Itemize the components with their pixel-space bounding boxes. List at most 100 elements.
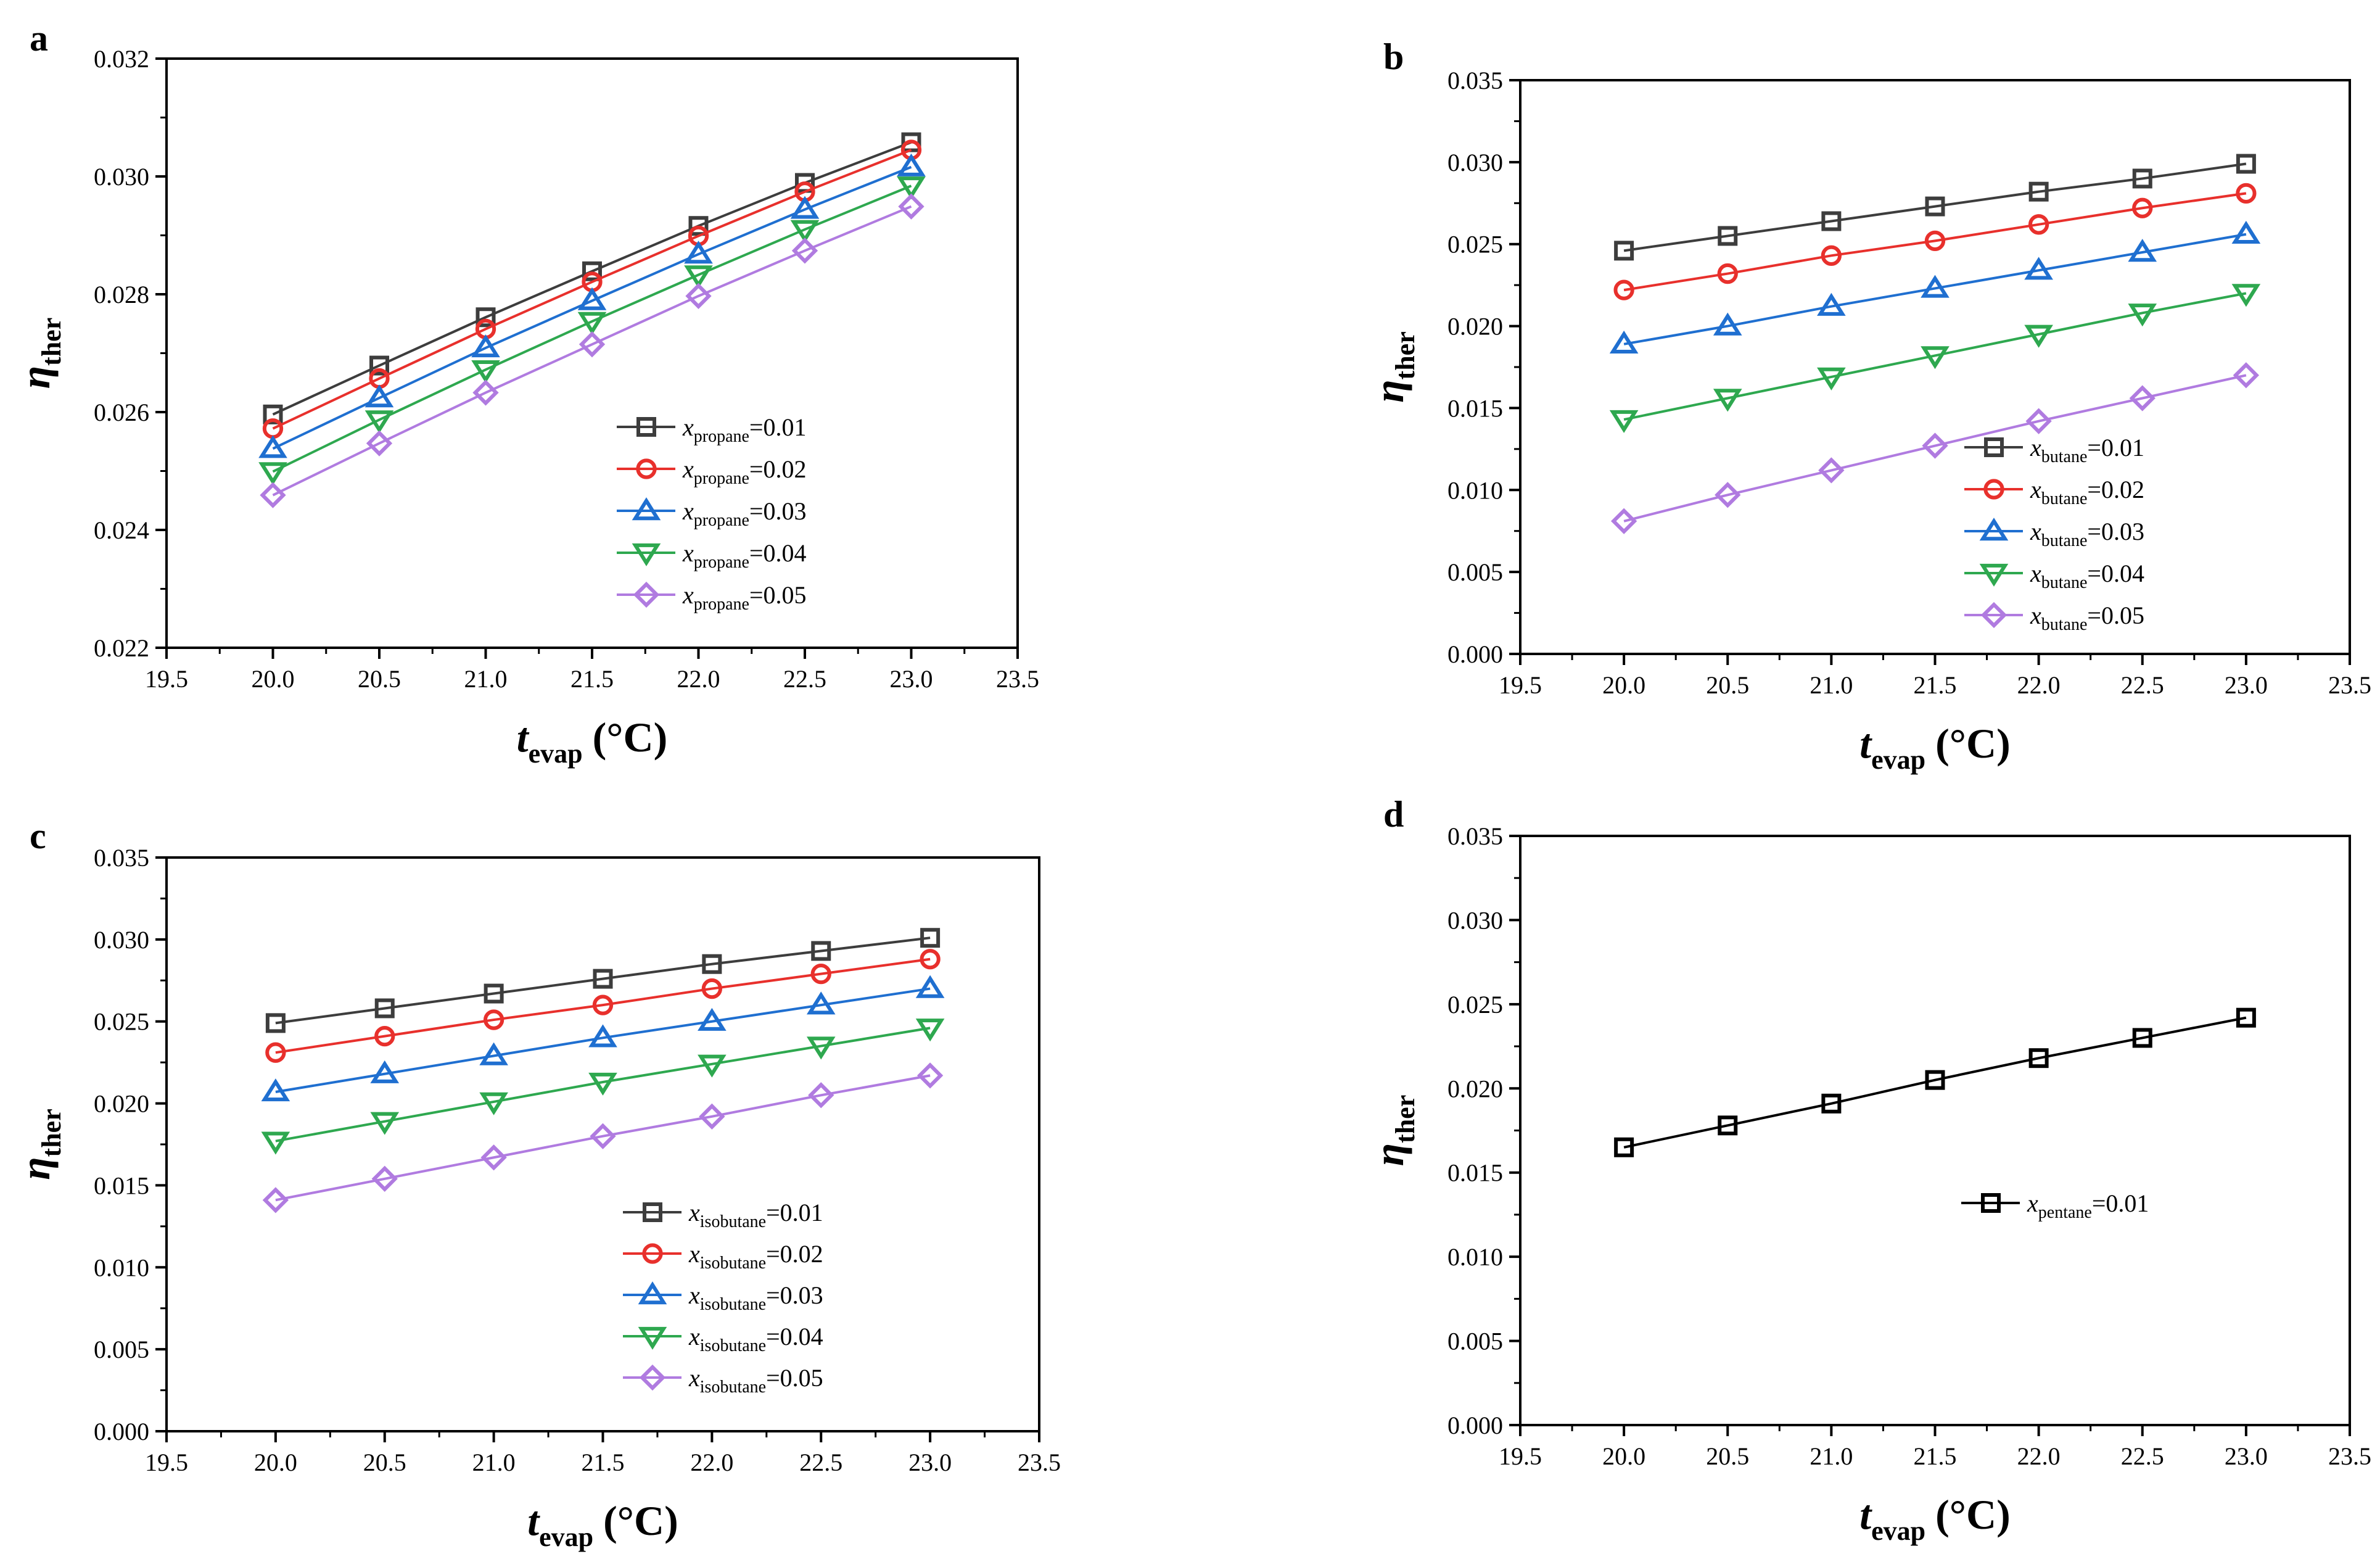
data-point xyxy=(1614,241,1634,261)
y-tick-label: 0.030 xyxy=(1447,149,1503,176)
legend-sub: butane xyxy=(2041,531,2088,550)
chart-panel-a: a 19.5 20.0 20.5 21.0 21.5 22.0 22.5 23.0 23.5 0.0… xyxy=(12,18,1039,769)
legend-entry: xbutane=0.01 xyxy=(1964,434,2144,466)
y-tick-label: 0.035 xyxy=(94,844,149,872)
data-point xyxy=(791,238,818,264)
legend-marker xyxy=(636,417,656,437)
y-tick-label: 0.010 xyxy=(94,1254,149,1281)
data-point xyxy=(471,360,500,384)
data-point xyxy=(2132,1028,2152,1048)
legend-marker xyxy=(632,497,661,521)
data-point xyxy=(479,1092,508,1115)
x-tick-label: 19.5 xyxy=(1499,1442,1542,1470)
data-point xyxy=(1922,432,1948,459)
y-tick-label: 0.000 xyxy=(1447,640,1503,668)
legend-sub: butane xyxy=(2041,615,2088,634)
y-tick-label: 0.032 xyxy=(94,45,149,73)
x-tick-label: 23.5 xyxy=(1018,1449,1061,1476)
legend-entry: xpropane=0.05 xyxy=(617,581,807,614)
data-point xyxy=(701,978,723,999)
x-tick-label: 20.0 xyxy=(252,665,295,693)
data-point xyxy=(2236,154,2256,174)
data-point xyxy=(2128,239,2157,262)
data-point xyxy=(479,1042,508,1065)
data-point xyxy=(2236,1007,2256,1028)
chart-panel-b: b 19.5 20.0 20.5 21.0 21.5 22.0 22.5 23.0 23.5 0.0… xyxy=(1365,36,2371,775)
legend-entry: xbutane=0.04 xyxy=(1964,560,2144,592)
x-axis-unit: (°C) xyxy=(1935,1491,2011,1538)
series-2 xyxy=(261,975,945,1102)
chart-panel-d: d 19.5 20.0 20.5 21.0 21.5 22.0 22.5 23.0 23.5 0.0… xyxy=(1365,794,2371,1546)
data-point xyxy=(592,994,614,1015)
y-axis-symbol: η xyxy=(12,366,59,389)
y-axis-title: ηther xyxy=(12,1109,67,1180)
series-line xyxy=(275,987,931,1093)
x-tick-label: 22.0 xyxy=(2017,671,2061,699)
x-tick-label: 22.5 xyxy=(2121,1442,2164,1470)
data-point xyxy=(370,1112,400,1135)
data-point xyxy=(588,1072,617,1096)
legend-entry: xisobutane=0.04 xyxy=(623,1323,823,1355)
legend-sub: butane xyxy=(2041,489,2088,508)
data-point xyxy=(476,307,496,328)
y-tick-label: 0.010 xyxy=(1447,476,1503,504)
data-point xyxy=(685,283,712,310)
y-tick-label: 0.035 xyxy=(1447,67,1503,94)
panel-letter: b xyxy=(1383,36,1404,77)
x-tick-label: 19.5 xyxy=(1499,671,1542,699)
data-point xyxy=(702,954,722,974)
legend-entry: xisobutane=0.03 xyxy=(623,1281,823,1314)
x-tick-label: 20.0 xyxy=(1602,1442,1645,1470)
legend-marker xyxy=(1980,601,2007,629)
legend-var: x xyxy=(682,581,694,609)
legend-value: =0.04 xyxy=(766,1323,823,1350)
legend-label: xisobutane=0.02 xyxy=(688,1240,823,1273)
data-point xyxy=(1610,508,1637,534)
data-point xyxy=(2129,385,2156,411)
data-point xyxy=(1921,275,1950,298)
data-point xyxy=(2024,324,2053,348)
legend-sub: isobutane xyxy=(700,1212,766,1231)
data-point xyxy=(699,1103,725,1130)
legend-sub: pentane xyxy=(2038,1203,2092,1222)
legend-value: =0.01 xyxy=(766,1199,823,1226)
x-tick-label: 21.5 xyxy=(1914,1442,1957,1470)
data-point xyxy=(1613,279,1634,300)
data-point xyxy=(2128,304,2157,327)
data-point xyxy=(2132,197,2153,218)
data-point xyxy=(369,355,389,376)
data-point xyxy=(1821,245,1842,266)
data-point xyxy=(265,1042,286,1063)
legend-marker xyxy=(1983,479,2004,500)
x-tick-label: 23.5 xyxy=(2328,671,2371,699)
legend-var: x xyxy=(2030,434,2041,461)
data-point xyxy=(790,196,820,219)
y-tick-label: 0.028 xyxy=(94,281,149,308)
data-point xyxy=(1921,346,1950,370)
y-tick-label: 0.026 xyxy=(94,399,149,426)
data-point xyxy=(483,1009,504,1030)
data-point xyxy=(371,1165,398,1192)
legend-marker xyxy=(636,458,657,479)
y-tick-label: 0.025 xyxy=(1447,231,1503,258)
x-tick-label: 22.0 xyxy=(677,665,720,693)
legend-var: x xyxy=(682,497,694,525)
legend-label: xpropane=0.01 xyxy=(682,413,807,446)
legend-var: x xyxy=(2030,601,2041,629)
x-axis-title: tevap (°C) xyxy=(517,714,668,769)
x-tick-label: 23.0 xyxy=(908,1449,952,1476)
data-point xyxy=(2132,168,2152,189)
series-line xyxy=(1623,292,2247,421)
x-tick-label: 20.0 xyxy=(1602,671,1645,699)
y-tick-label: 0.015 xyxy=(94,1172,149,1199)
data-point xyxy=(1817,367,1846,391)
data-point xyxy=(588,1024,617,1048)
data-point xyxy=(2024,257,2053,280)
y-tick-label: 0.005 xyxy=(1447,558,1503,586)
y-tick-label: 0.025 xyxy=(94,1008,149,1036)
data-point xyxy=(1821,211,1842,231)
data-point xyxy=(916,1062,944,1089)
series-line xyxy=(275,1074,931,1202)
series-3 xyxy=(261,1019,945,1155)
x-tick-label: 21.5 xyxy=(582,1449,625,1476)
